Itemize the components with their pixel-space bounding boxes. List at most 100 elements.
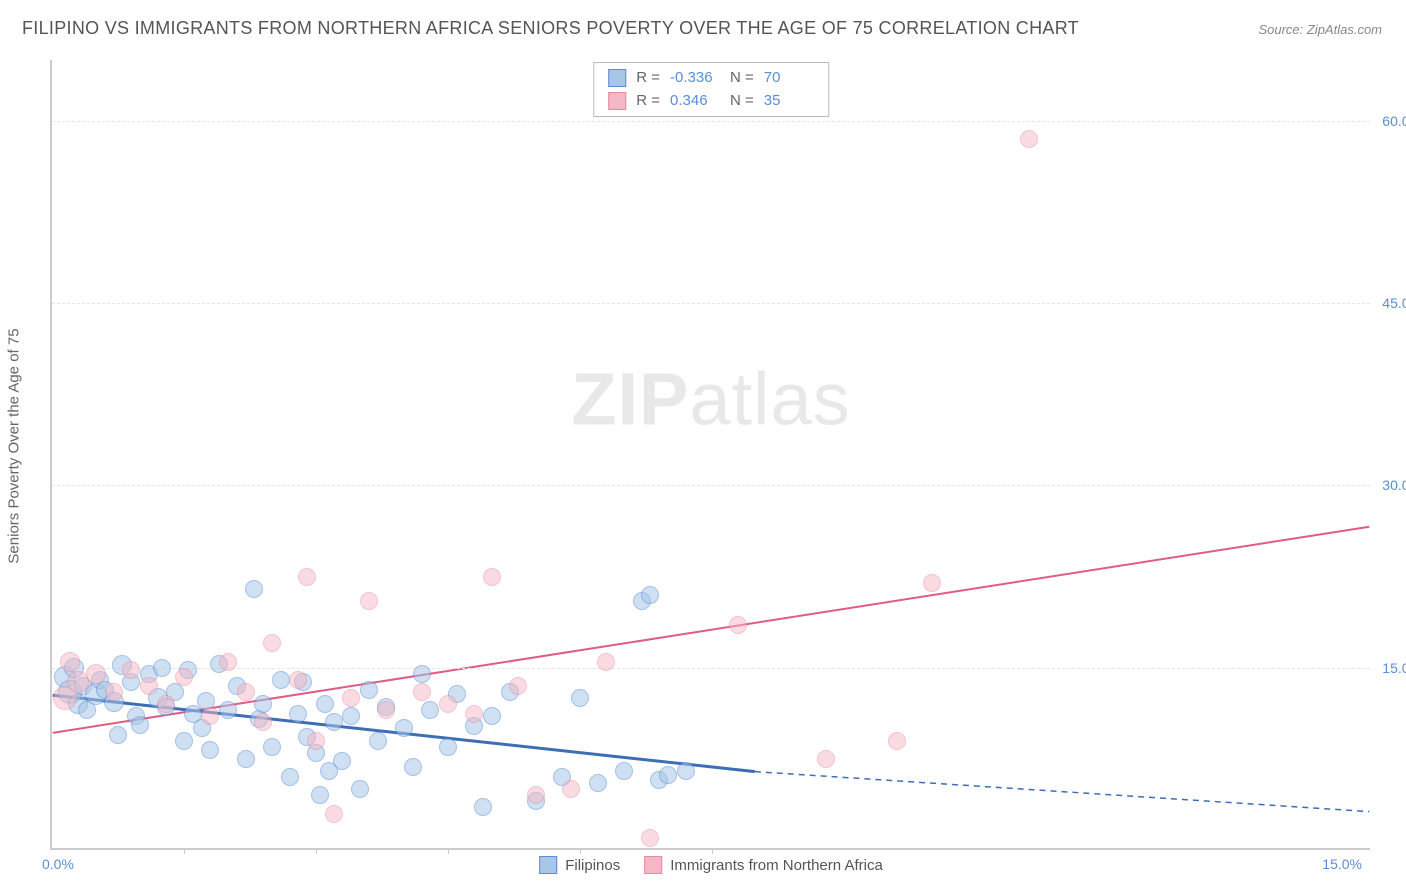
xtick-mark: [580, 848, 581, 854]
data-point-northern-africa: [729, 616, 747, 634]
data-point-northern-africa: [140, 677, 158, 695]
data-point-filipinos: [175, 732, 193, 750]
data-point-northern-africa: [360, 592, 378, 610]
regression-lines: [52, 60, 1370, 848]
regression-line-filipinos-dashed: [755, 772, 1369, 812]
data-point-filipinos: [589, 774, 607, 792]
watermark-light: atlas: [689, 357, 850, 440]
data-point-northern-africa: [465, 705, 483, 723]
data-point-northern-africa: [562, 780, 580, 798]
data-point-northern-africa: [105, 683, 123, 701]
data-point-filipinos: [325, 713, 343, 731]
ytick-label: 60.0%: [1382, 113, 1406, 129]
chart-title: FILIPINO VS IMMIGRANTS FROM NORTHERN AFR…: [22, 18, 1079, 39]
data-point-filipinos: [421, 701, 439, 719]
data-point-northern-africa: [298, 568, 316, 586]
legend-label-filipinos: Filipinos: [565, 857, 620, 874]
data-point-filipinos: [483, 707, 501, 725]
data-point-northern-africa: [157, 695, 175, 713]
yaxis-title: Seniors Poverty Over the Age of 75: [6, 328, 23, 563]
data-point-filipinos: [272, 671, 290, 689]
data-point-northern-africa: [439, 695, 457, 713]
data-point-northern-africa: [219, 653, 237, 671]
data-point-filipinos: [369, 732, 387, 750]
gridline: [52, 303, 1370, 304]
data-point-filipinos: [439, 738, 457, 756]
data-point-filipinos: [131, 716, 149, 734]
data-point-northern-africa: [527, 786, 545, 804]
correlation-chart: FILIPINO VS IMMIGRANTS FROM NORTHERN AFR…: [0, 0, 1406, 892]
data-point-filipinos: [351, 780, 369, 798]
legend-item-northern-africa: Immigrants from Northern Africa: [644, 856, 883, 874]
swatch-filipinos: [608, 69, 626, 87]
data-point-filipinos: [659, 766, 677, 784]
data-point-northern-africa: [325, 805, 343, 823]
data-point-filipinos: [219, 701, 237, 719]
ytick-label: 45.0%: [1382, 295, 1406, 311]
ytick-label: 30.0%: [1382, 477, 1406, 493]
stats-row-northern-africa: R = 0.346 N = 35: [608, 90, 814, 113]
swatch-filipinos: [539, 856, 557, 874]
data-point-northern-africa: [888, 732, 906, 750]
stats-legend: R = -0.336 N = 70 R = 0.346 N = 35: [593, 62, 829, 117]
data-point-filipinos: [404, 758, 422, 776]
data-point-northern-africa: [175, 668, 193, 686]
legend-item-filipinos: Filipinos: [539, 856, 620, 874]
data-point-filipinos: [641, 586, 659, 604]
data-point-northern-africa: [413, 683, 431, 701]
data-point-filipinos: [201, 741, 219, 759]
data-point-filipinos: [615, 762, 633, 780]
xtick-mark: [712, 848, 713, 854]
r-label: R =: [636, 67, 660, 90]
data-point-northern-africa: [237, 683, 255, 701]
r-value-northern-africa: 0.346: [670, 90, 720, 113]
data-point-northern-africa: [923, 574, 941, 592]
data-point-filipinos: [289, 705, 307, 723]
data-point-filipinos: [474, 798, 492, 816]
data-point-northern-africa: [307, 732, 325, 750]
xtick-mark: [184, 848, 185, 854]
data-point-northern-africa: [254, 713, 272, 731]
plot-area: ZIPatlas R = -0.336 N = 70 R = 0.346 N =…: [50, 60, 1370, 850]
data-point-northern-africa: [201, 707, 219, 725]
stats-row-filipinos: R = -0.336 N = 70: [608, 67, 814, 90]
n-value-northern-africa: 35: [764, 90, 814, 113]
source-attribution: Source: ZipAtlas.com: [1258, 22, 1382, 37]
data-point-northern-africa: [289, 671, 307, 689]
data-point-filipinos: [109, 726, 127, 744]
bottom-legend: Filipinos Immigrants from Northern Afric…: [539, 856, 883, 874]
data-point-northern-africa: [60, 652, 80, 672]
watermark: ZIPatlas: [571, 356, 850, 441]
data-point-filipinos: [413, 665, 431, 683]
swatch-northern-africa: [608, 92, 626, 110]
data-point-northern-africa: [122, 661, 140, 679]
data-point-filipinos: [281, 768, 299, 786]
data-point-northern-africa: [1020, 130, 1038, 148]
watermark-bold: ZIP: [571, 357, 689, 440]
data-point-filipinos: [677, 762, 695, 780]
data-point-northern-africa: [641, 829, 659, 847]
data-point-filipinos: [153, 659, 171, 677]
data-point-northern-africa: [377, 701, 395, 719]
data-point-filipinos: [395, 719, 413, 737]
data-point-northern-africa: [86, 664, 106, 684]
legend-label-northern-africa: Immigrants from Northern Africa: [670, 857, 883, 874]
xtick-mark: [316, 848, 317, 854]
data-point-filipinos: [333, 752, 351, 770]
ytick-label: 15.0%: [1382, 660, 1406, 676]
regression-line-northern-africa: [53, 527, 1370, 733]
data-point-northern-africa: [483, 568, 501, 586]
xtick-mark: [448, 848, 449, 854]
n-value-filipinos: 70: [764, 67, 814, 90]
n-label: N =: [730, 67, 754, 90]
data-point-northern-africa: [817, 750, 835, 768]
data-point-filipinos: [316, 695, 334, 713]
data-point-filipinos: [263, 738, 281, 756]
data-point-filipinos: [360, 681, 378, 699]
n-label: N =: [730, 90, 754, 113]
data-point-filipinos: [245, 580, 263, 598]
data-point-filipinos: [571, 689, 589, 707]
data-point-northern-africa: [509, 677, 527, 695]
gridline: [52, 485, 1370, 486]
data-point-filipinos: [311, 786, 329, 804]
